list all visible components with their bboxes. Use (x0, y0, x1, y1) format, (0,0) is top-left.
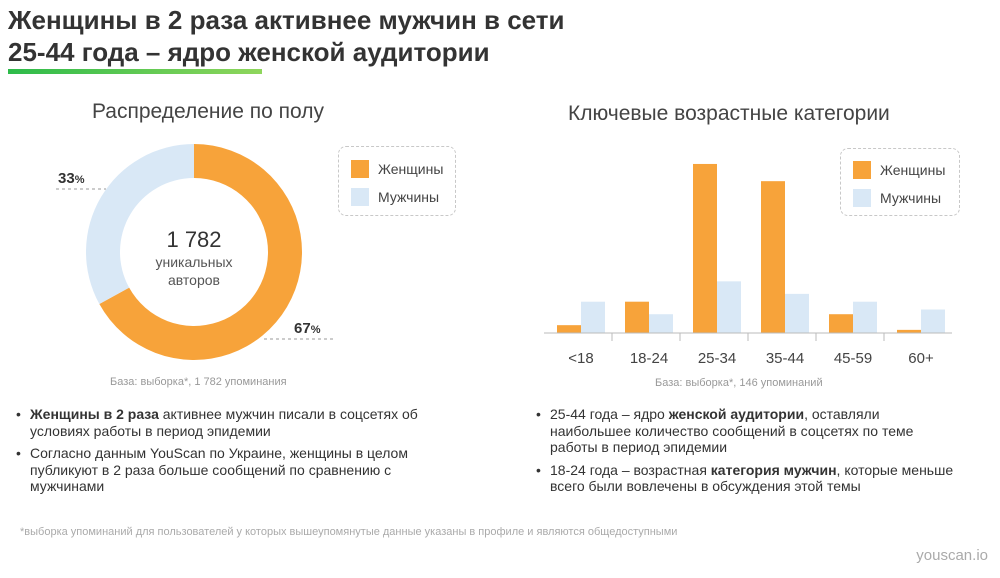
bar-men (785, 293, 809, 333)
title-line-2: 25-44 года – ядро женской аудитории (8, 37, 490, 67)
legend-swatch-men (351, 188, 369, 206)
right-bullet-1-pre: 25-44 года – ядро (550, 406, 669, 422)
bar-men (581, 301, 605, 333)
bar-men (717, 281, 741, 333)
left-bullet-2-text: Согласно данным YouScan по Украине, женщ… (30, 445, 408, 494)
x-tick-label: 45-59 (834, 350, 872, 367)
left-bullet-1: Женщины в 2 раза активнее мужчин писали … (14, 406, 434, 439)
x-tick-label: <18 (568, 350, 593, 367)
bar-women (761, 181, 785, 333)
left-bullet-1-bold: Женщины в 2 раза (30, 406, 159, 422)
donut-slice-men (85, 144, 194, 305)
age-bar-chart: <18 18-24 25-34 35-44 45-59 60+ (544, 163, 952, 367)
right-bullet-2-pre: 18-24 года – возрастная (550, 461, 711, 478)
gender-donut-chart: 1 782 уникальных авторов 33% 67% (56, 144, 334, 360)
left-bullet-2: Согласно данным YouScan по Украине, женщ… (14, 445, 434, 495)
brand-label: youscan.io (916, 547, 988, 564)
right-bullet-1: 25-44 года – ядро женской аудитории, ост… (534, 406, 964, 456)
x-tick-label: 60+ (908, 350, 934, 367)
footnote: *выборка упоминаний для пользователей у … (20, 526, 678, 538)
age-base-note: База: выборка*, 146 упоминаний (655, 377, 823, 389)
gender-base-note: База: выборка*, 1 782 упоминания (110, 376, 287, 388)
bar-women (829, 314, 853, 333)
legend-swatch-women (351, 160, 369, 178)
right-bullet-1-post: , оставляли наибольшее количество сообще… (550, 406, 914, 455)
donut-label-women-pct: % (311, 324, 321, 336)
right-bullet-2-post: , которые меньше всего были вовлечены в … (550, 461, 954, 495)
legend-item-men: Мужчины (351, 188, 439, 206)
bar-women (625, 301, 649, 333)
donut-label-men: 33% (58, 170, 85, 187)
x-tick-label: 18-24 (630, 350, 668, 367)
x-tick-label: 25-34 (698, 350, 736, 367)
age-chart-title: Ключевые возрастные категории (568, 102, 890, 125)
legend-label-men: Мужчины (378, 189, 440, 205)
age-legend: Женщины Мужчины (840, 148, 960, 216)
age-legend-swatch-women (853, 161, 871, 179)
donut-center-value: 1 782 (166, 227, 221, 252)
age-legend-swatch-men (853, 189, 871, 207)
bar-women (693, 163, 717, 333)
bar-men (853, 301, 877, 333)
bar-women (897, 329, 921, 333)
left-bullet-list: Женщины в 2 раза активнее мужчин писали … (14, 406, 434, 501)
age-legend-label-women: Женщины (880, 162, 946, 178)
page-title: Женщины в 2 раза активнее мужчин в сети … (8, 4, 565, 68)
title-line-1: Женщины в 2 раза активнее мужчин в сети (8, 5, 565, 35)
right-bullet-2: 18-24 года – возрастная категория мужчин… (534, 462, 964, 495)
left-bullet-1-text: активнее мужчин писали в соцсетях об усл… (30, 406, 418, 439)
bar-men (921, 309, 945, 333)
donut-slice-women (99, 144, 302, 360)
age-legend-label-men: Мужчины (880, 190, 942, 206)
x-tick-label: 35-44 (766, 350, 804, 367)
gender-chart-title: Распределение по полу (92, 100, 324, 123)
legend-label-women: Женщины (378, 161, 444, 177)
legend-item-women: Женщины (351, 160, 443, 178)
donut-label-men-pct: % (75, 174, 85, 186)
right-bullet-list: 25-44 года – ядро женской аудитории, ост… (534, 406, 964, 501)
donut-label-women: 67% (294, 320, 321, 337)
age-legend-item-men: Мужчины (853, 189, 941, 207)
title-underline (8, 69, 262, 74)
bar-men (649, 314, 673, 333)
gender-legend: Женщины Мужчины (338, 146, 456, 216)
donut-center-label-2: авторов (168, 272, 220, 288)
age-legend-item-women: Женщины (853, 161, 945, 179)
donut-center-label-1: уникальных (155, 254, 232, 270)
right-bullet-2-bold: категория мужчин (710, 461, 837, 478)
right-bullet-1-bold: женской аудитории (668, 406, 805, 422)
bar-women (557, 325, 581, 333)
